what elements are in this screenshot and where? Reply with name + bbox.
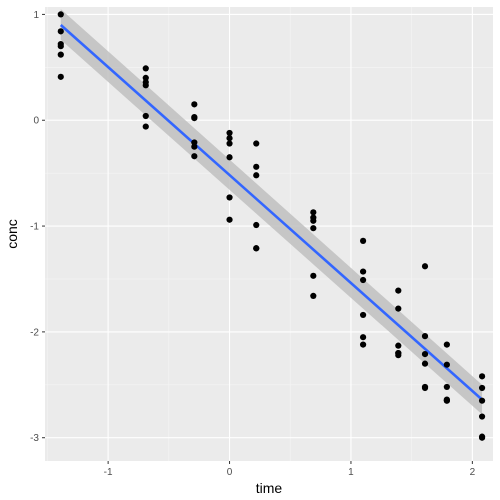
data-point	[478, 434, 486, 441]
y-tick-label: 1	[33, 10, 39, 21]
data-point	[443, 361, 450, 368]
data-point	[191, 143, 198, 150]
data-point	[359, 237, 367, 244]
data-point	[359, 276, 367, 284]
data-point	[395, 305, 402, 312]
y-axis-ticks: 1 0 -1 -2 -3	[30, 10, 45, 444]
data-point	[478, 413, 486, 420]
data-point	[443, 397, 450, 404]
data-point	[142, 112, 149, 120]
data-point	[443, 341, 450, 348]
data-point	[57, 73, 64, 80]
y-tick-label: -3	[30, 433, 39, 444]
data-point	[253, 245, 260, 252]
data-point	[421, 384, 429, 392]
data-point	[226, 154, 233, 161]
data-point	[191, 115, 198, 122]
fit-line	[59, 24, 483, 401]
data-point	[57, 51, 64, 58]
data-point	[443, 383, 450, 391]
data-point	[191, 153, 198, 160]
data-point	[57, 43, 64, 50]
data-point	[226, 140, 233, 147]
data-point	[142, 65, 149, 72]
x-tick-label: 1	[348, 467, 354, 478]
data-point	[142, 82, 149, 89]
x-tick-label: 0	[227, 467, 233, 478]
x-tick-label: -1	[104, 467, 113, 478]
data-point	[310, 272, 317, 279]
data-point	[421, 263, 429, 270]
data-point	[359, 341, 367, 348]
data-point	[191, 101, 198, 108]
data-point	[253, 221, 260, 229]
data-point	[310, 292, 317, 300]
data-point	[57, 28, 64, 35]
y-axis-title: conc	[4, 219, 20, 249]
data-point	[226, 194, 233, 201]
data-point	[253, 140, 260, 147]
data-point	[421, 351, 429, 358]
data-point	[253, 172, 260, 179]
data-point	[478, 373, 486, 380]
data-point	[310, 209, 317, 216]
data-point	[478, 397, 486, 404]
data-point	[359, 311, 367, 319]
data-point	[478, 384, 486, 392]
data-point	[226, 135, 233, 142]
data-point	[57, 11, 64, 18]
data-point	[395, 287, 402, 294]
data-point	[421, 333, 429, 340]
x-axis-title: time	[256, 480, 283, 496]
data-point	[310, 225, 317, 232]
fit-line-group	[59, 24, 483, 401]
x-tick-label: 2	[470, 467, 476, 478]
y-tick-label: -1	[30, 222, 39, 233]
data-point	[359, 334, 367, 341]
x-axis-ticks: -1 0 1 2	[104, 461, 476, 478]
data-point	[421, 360, 429, 367]
data-point	[142, 123, 149, 130]
data-point	[226, 216, 233, 223]
data-point	[359, 268, 367, 275]
data-point	[310, 217, 317, 224]
data-point	[395, 352, 402, 359]
data-point	[226, 129, 233, 137]
points-layer	[57, 11, 486, 441]
data-point	[395, 342, 402, 349]
y-tick-label: 0	[33, 116, 39, 127]
y-tick-label: -2	[30, 327, 39, 338]
data-point	[253, 163, 260, 170]
